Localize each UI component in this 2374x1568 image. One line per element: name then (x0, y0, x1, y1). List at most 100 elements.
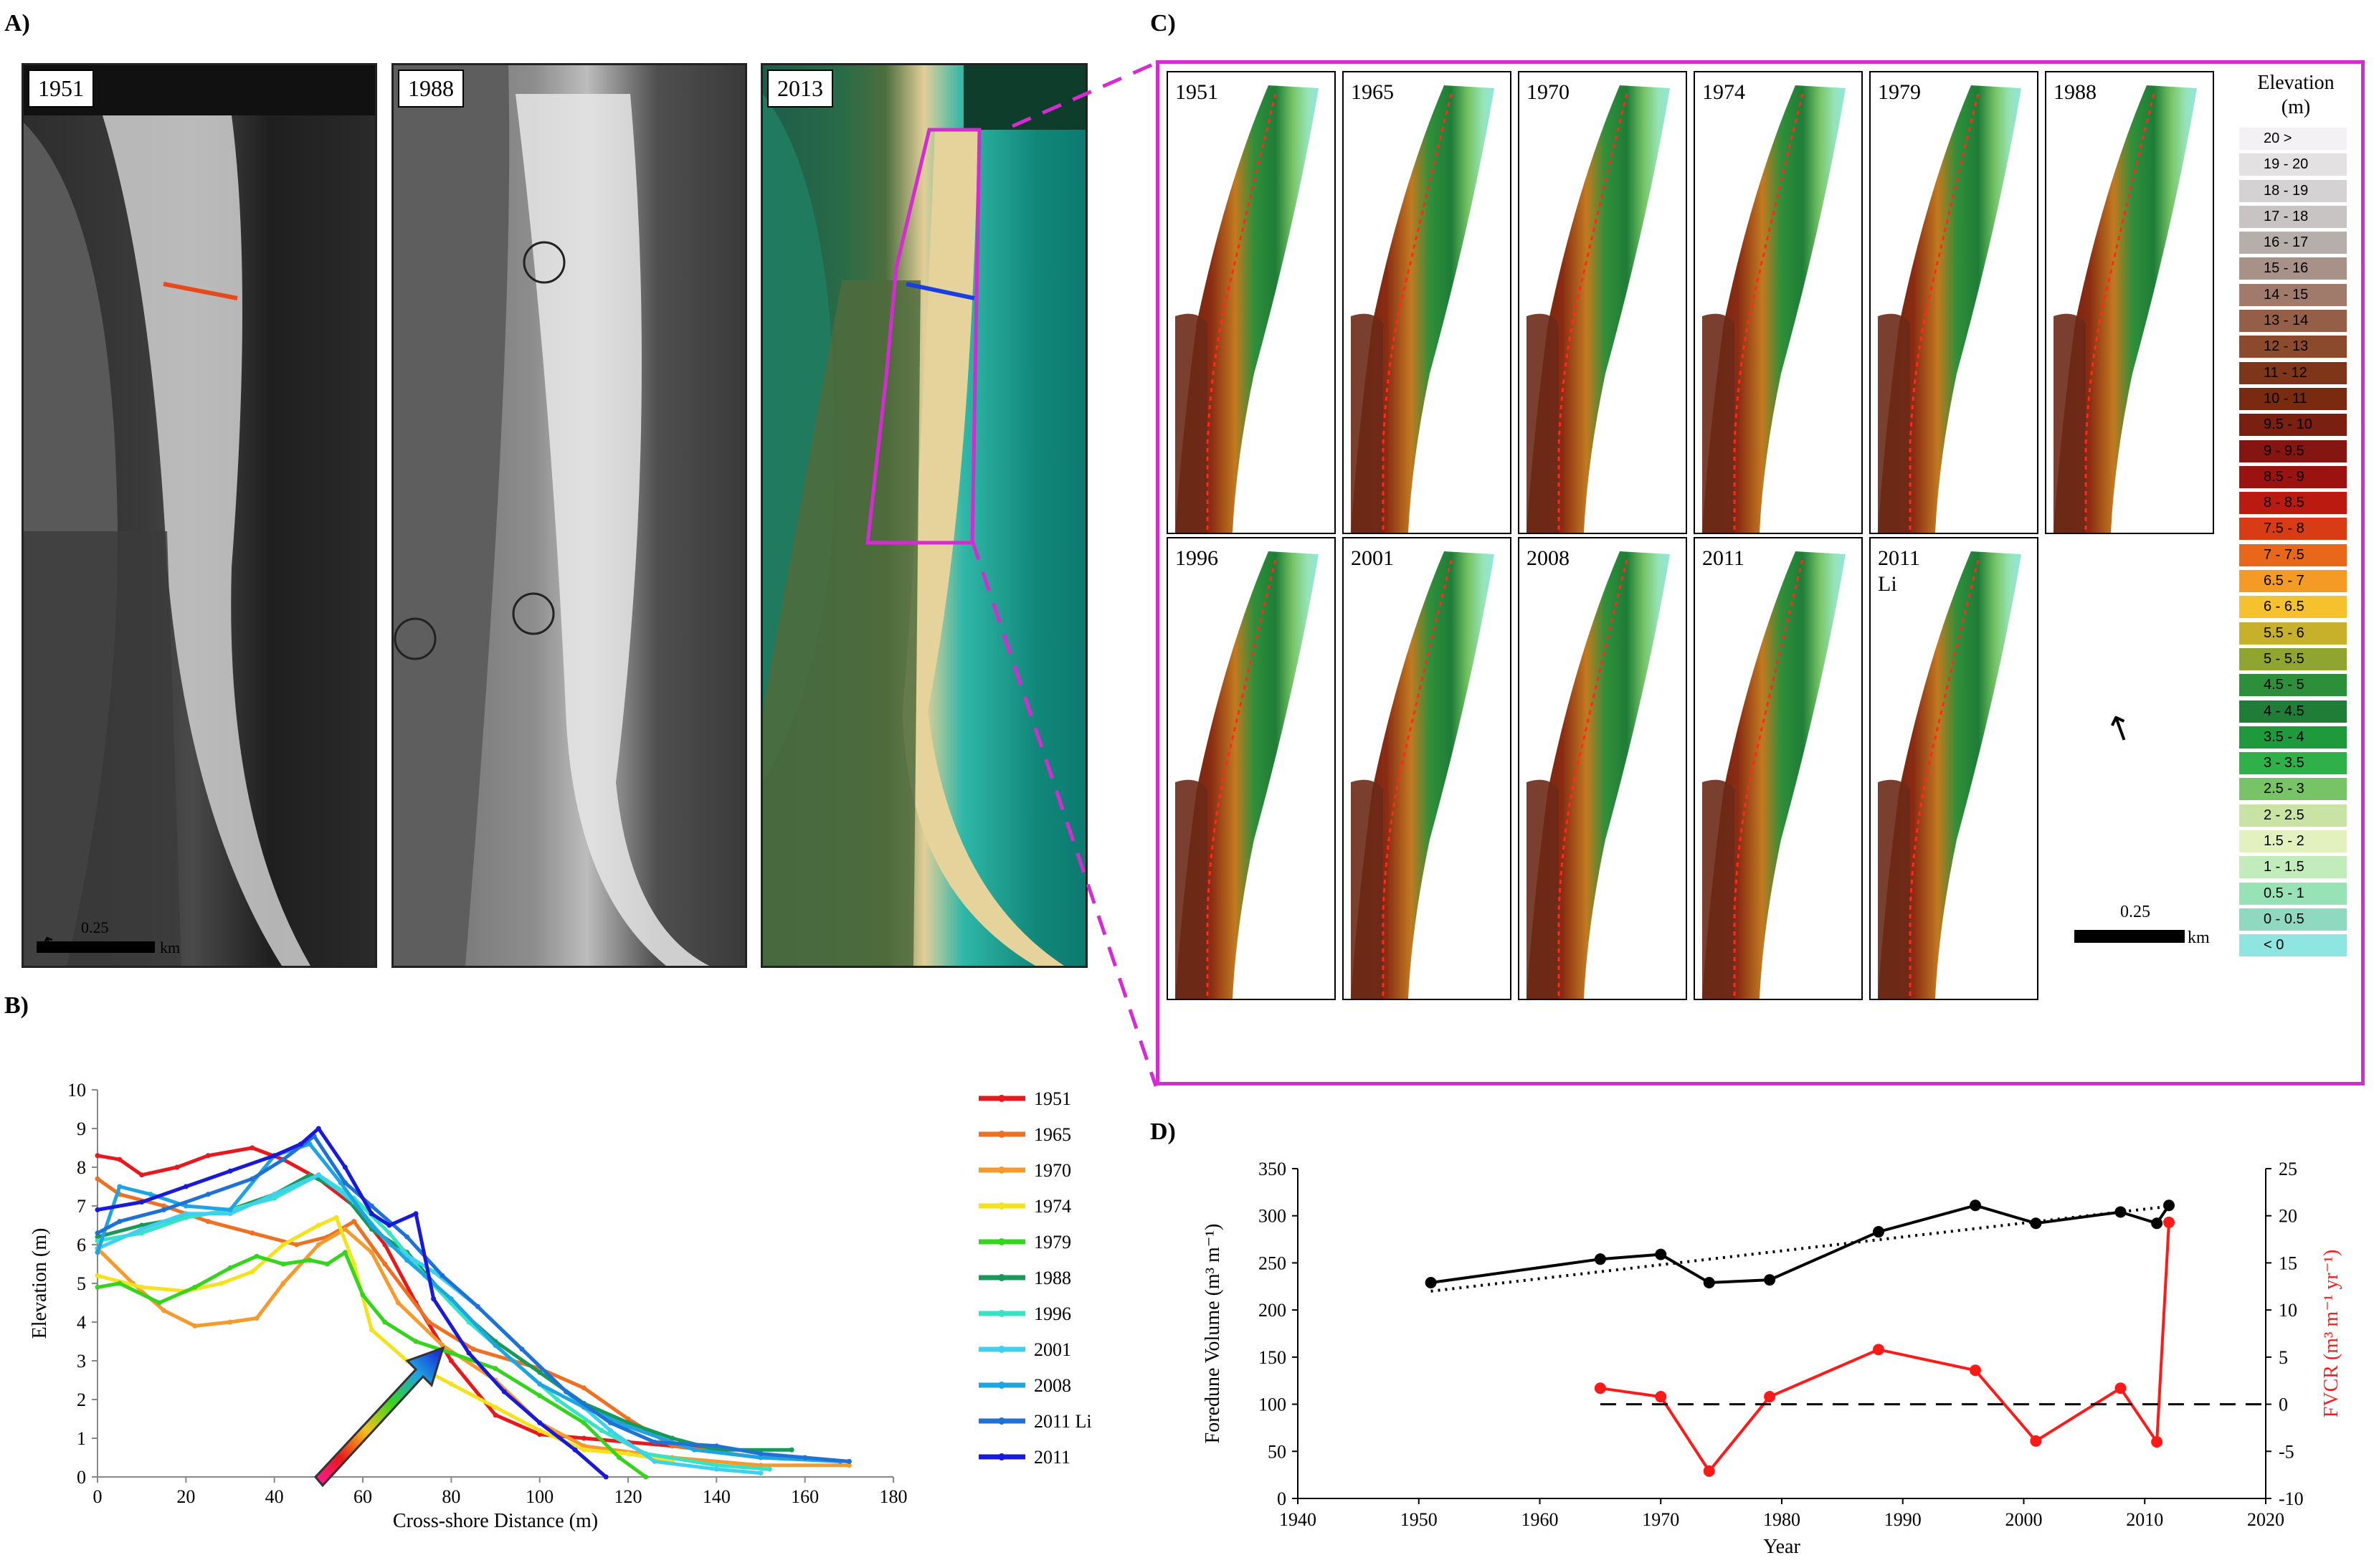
legend-label: 6.5 - 7 (2264, 573, 2304, 589)
series-line-FVCR (1600, 1222, 2170, 1474)
legend-marker (998, 1417, 1005, 1425)
data-point (183, 1215, 189, 1220)
data-point (470, 1346, 476, 1352)
legend-label: 19 - 20 (2264, 156, 2309, 173)
y-tick-label: 200 (1258, 1300, 1286, 1321)
legend-item: 13 - 14 (2235, 308, 2357, 333)
data-point (139, 1284, 145, 1290)
elevation-map (1878, 85, 2021, 533)
hinterland-surface (1175, 313, 1207, 533)
dune-toe-line (1557, 559, 1628, 999)
data-point (581, 1447, 587, 1453)
x-tick-label: 0 (93, 1486, 103, 1507)
beach-elevation-surface (1702, 85, 1846, 533)
legend-item: 3.5 - 4 (2235, 724, 2357, 750)
dune-toe-line (1909, 559, 1980, 999)
data-point (1764, 1391, 1776, 1403)
beach-elevation-surface (1351, 85, 1494, 533)
frame-year-label: 2011 Li (1878, 546, 1920, 596)
data-point (369, 1222, 374, 1228)
data-point (280, 1261, 286, 1267)
hinterland-surface (1878, 779, 1910, 999)
scale-bar-unit: km (160, 939, 181, 956)
legend-label: 6 - 6.5 (2264, 599, 2304, 615)
data-point (564, 1389, 569, 1394)
data-point (1655, 1248, 1667, 1260)
data-point (537, 1420, 543, 1425)
data-point (148, 1192, 153, 1197)
scale-bar-value: 0.25 (2120, 903, 2150, 921)
legend-item: 1.5 - 2 (2235, 828, 2357, 854)
elevation-map (1175, 551, 1319, 999)
legend-label: 1979 (1034, 1232, 1071, 1253)
legend-swatch (2239, 674, 2347, 697)
legend-swatch (2239, 492, 2347, 515)
y-tick-label: 300 (1258, 1206, 1286, 1227)
data-point (382, 1261, 388, 1267)
legend-label: 5.5 - 6 (2264, 624, 2304, 641)
data-point (1425, 1277, 1437, 1289)
beach-elevation-surface (1878, 85, 2021, 533)
data-point (174, 1164, 180, 1170)
data-point (1873, 1344, 1884, 1356)
legend-swatch (2239, 856, 2347, 879)
legend-label: 0.5 - 1 (2264, 885, 2304, 901)
legend-swatch (2239, 778, 2347, 801)
data-point (183, 1203, 189, 1209)
legend-swatch (2239, 414, 2347, 437)
x-tick-label: 1980 (1763, 1509, 1800, 1530)
aerial-photo-1951: 1951 ↑ 0.25 km (22, 63, 377, 968)
data-point (581, 1420, 587, 1425)
legend-label: 1974 (1034, 1196, 1071, 1217)
x-tick-label: 2020 (2247, 1509, 2284, 1530)
elevation-map-frame: 1974 (1694, 71, 1863, 534)
data-point (219, 1280, 224, 1286)
data-point (227, 1319, 233, 1325)
data-point (183, 1211, 189, 1217)
data-point (161, 1308, 166, 1313)
data-point (95, 1238, 100, 1244)
data-point (427, 1319, 432, 1325)
series-line-2008 (95, 1142, 841, 1463)
data-point (369, 1203, 374, 1209)
elevation-map (1527, 85, 1670, 533)
y-tick-label: 9 (77, 1118, 86, 1139)
dune-toe-line (1382, 93, 1453, 533)
data-point (360, 1292, 366, 1298)
data-point (789, 1447, 794, 1453)
data-point (95, 1234, 100, 1240)
x-tick-label: 20 (176, 1486, 195, 1507)
data-point (338, 1180, 343, 1186)
data-point (95, 1207, 100, 1212)
data-point (448, 1350, 454, 1356)
legend-swatch (2239, 257, 2347, 280)
x-tick-label: 40 (265, 1486, 284, 1507)
series-line-Foredune-Volume (1430, 1204, 2170, 1285)
data-point (625, 1416, 631, 1422)
hinterland-surface (1527, 779, 1559, 999)
legend-label: 1.5 - 2 (2264, 833, 2304, 850)
data-point (95, 1284, 100, 1290)
elevation-map (1527, 551, 1670, 999)
elevation-map-frame: 1965 (1342, 71, 1511, 534)
legend-item: 10 - 11 (2235, 386, 2357, 412)
panel-label-d: D) (1150, 1118, 1176, 1145)
legend-label: 8.5 - 9 (2264, 468, 2304, 485)
data-point (652, 1439, 657, 1445)
legend-swatch (2239, 179, 2347, 202)
data-point (139, 1172, 145, 1178)
data-point (599, 1427, 604, 1433)
data-point (1764, 1274, 1776, 1286)
legend-item: 7.5 - 8 (2235, 515, 2357, 541)
legend-label: 2001 (1034, 1339, 1071, 1360)
legend-swatch (2239, 908, 2347, 931)
data-point (1970, 1364, 1981, 1377)
data-point (369, 1327, 374, 1333)
data-point (183, 1184, 189, 1189)
legend-item: 2 - 2.5 (2235, 802, 2357, 828)
legend-item: 19 - 20 (2235, 151, 2357, 177)
frame-year-label: 2001 (1351, 546, 1394, 570)
legend-item: 7 - 7.5 (2235, 542, 2357, 568)
x-tick-label: 140 (703, 1486, 731, 1507)
